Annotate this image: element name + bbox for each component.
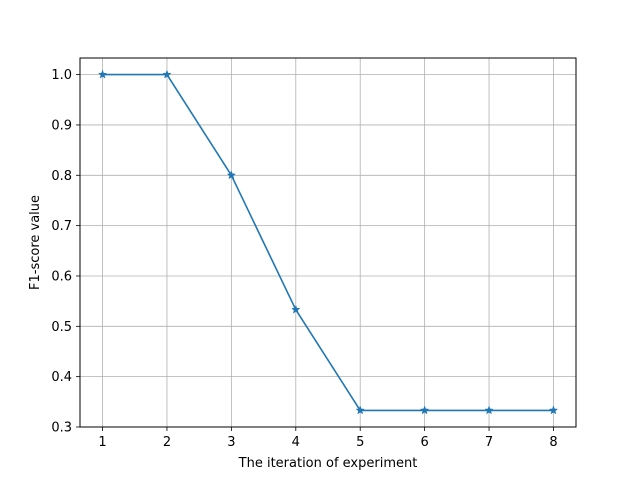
x-tick-label: 6 [420, 435, 428, 450]
data-point-star-marker [97, 69, 108, 79]
data-point-star-marker [419, 405, 430, 415]
x-tick-label: 4 [292, 435, 300, 450]
x-tick-label: 3 [227, 435, 235, 450]
x-tick-label: 2 [163, 435, 171, 450]
data-point-star-marker [226, 170, 237, 180]
x-tick-label: 1 [98, 435, 106, 450]
data-point-star-marker [291, 304, 301, 314]
y-tick-label: 0.5 [51, 320, 72, 335]
y-tick-label: 0.4 [51, 370, 72, 385]
x-tick-label: 5 [356, 435, 364, 450]
y-tick-label: 0.3 [51, 421, 72, 436]
y-tick-label: 0.6 [51, 269, 72, 284]
x-tick-label: 8 [549, 435, 557, 450]
y-tick-label: 0.8 [51, 169, 72, 184]
data-point-star-marker [548, 405, 559, 415]
plot-area-frame [79, 57, 577, 428]
y-tick-label: 1.0 [51, 68, 72, 83]
data-point-star-marker [162, 69, 172, 79]
y-tick-label: 0.7 [51, 219, 72, 234]
x-axis-label: The iteration of experiment [238, 456, 418, 471]
y-axis: 0.3 0.4 0.5 0.6 0.7 0.8 0.9 1.0 [51, 68, 80, 436]
series-line [102, 73, 554, 412]
series-layer [97, 69, 559, 415]
data-point-star-marker [484, 405, 494, 415]
x-tick-label: 7 [485, 435, 493, 450]
data-point-star-marker [355, 405, 365, 415]
grid-lines [80, 58, 576, 428]
x-axis: 1 2 3 4 5 6 7 8 [98, 427, 558, 450]
y-axis-label: F1-score value [28, 195, 43, 290]
y-tick-label: 0.9 [51, 118, 72, 133]
